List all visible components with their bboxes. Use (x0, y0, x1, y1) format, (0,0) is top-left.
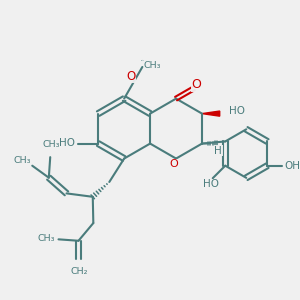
Text: methoxy: methoxy (141, 60, 147, 61)
Text: H: H (214, 146, 222, 156)
Text: CH₃: CH₃ (38, 234, 55, 243)
Text: CH₃: CH₃ (144, 61, 161, 70)
Polygon shape (202, 111, 220, 116)
Text: CH₂: CH₂ (70, 267, 88, 276)
Text: OH: OH (285, 161, 300, 171)
Text: O: O (169, 159, 178, 169)
Text: O: O (191, 78, 201, 92)
Text: O: O (126, 70, 135, 83)
Text: CH₃: CH₃ (42, 140, 60, 149)
Text: HO: HO (59, 138, 75, 148)
Text: HO: HO (229, 106, 245, 116)
Text: CH₃: CH₃ (13, 156, 31, 165)
Text: HO: HO (203, 179, 219, 190)
